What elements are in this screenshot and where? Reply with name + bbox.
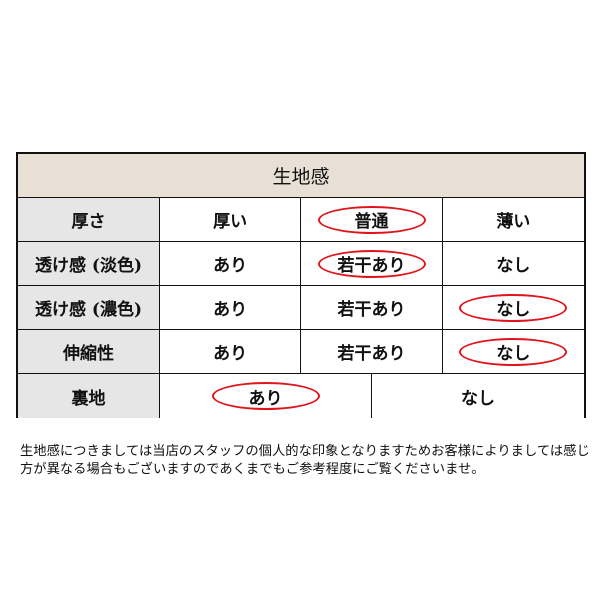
row-label-text: 透け感 (淡色) — [34, 256, 142, 276]
option-cell: あり — [160, 374, 372, 418]
option-cell-text: あり — [248, 388, 283, 409]
row-label-text: 透け感 (濃色) — [34, 300, 142, 320]
option-cell-text: 厚い — [213, 212, 248, 232]
option-cell-text: 若干あり — [337, 344, 406, 364]
option-cell-text: あり — [213, 344, 248, 364]
option-cell: 薄い — [442, 198, 584, 242]
row-label: 透け感 (濃色) — [18, 286, 160, 330]
option-cell-text: なし — [496, 256, 531, 276]
option-cell-text: 薄い — [496, 212, 531, 232]
option-cell: 若干あり — [301, 330, 443, 374]
table-title-text: 生地感 — [272, 166, 330, 188]
row-label: 厚さ — [18, 198, 160, 242]
option-cell-text: あり — [213, 300, 248, 320]
option-cell: なし — [442, 330, 584, 374]
option-cell-text: あり — [213, 256, 248, 276]
row-label: 透け感 (淡色) — [18, 242, 160, 286]
option-cell: なし — [372, 374, 584, 418]
option-cell-text: なし — [461, 388, 495, 409]
row-label: 伸縮性 — [18, 330, 160, 374]
option-cell: なし — [442, 286, 584, 330]
row-label-text: 伸縮性 — [63, 344, 114, 364]
option-cell: あり — [160, 286, 302, 330]
option-cell-text: 若干あり — [337, 256, 406, 276]
option-cell-text: なし — [496, 344, 531, 364]
row-label-text: 厚さ — [71, 212, 106, 232]
option-cell-text: 若干あり — [337, 300, 406, 320]
option-cell-text: なし — [496, 300, 531, 320]
option-cell: 若干あり — [301, 242, 443, 286]
option-cell: 普通 — [301, 198, 443, 242]
option-cell-text: 普通 — [354, 212, 389, 232]
option-cell: 厚い — [160, 198, 302, 242]
fabric-feel-table: 生地感 厚さ 厚い 普通 薄い 透け感 (淡色) あり 若干あり なし 透け感 (濃色) あり 若干… — [16, 152, 586, 418]
option-cell: あり — [160, 242, 302, 286]
row-label-text: 裏地 — [71, 388, 106, 409]
option-cell: あり — [160, 330, 302, 374]
row-label: 裏地 — [18, 374, 160, 418]
table-title: 生地感 — [18, 154, 584, 198]
option-cell: なし — [442, 242, 584, 286]
disclaimer-note: 生地感につきましては当店のスタッフの個人的な印象となりますためお客様によりまして… — [20, 444, 590, 477]
option-cell: 若干あり — [301, 286, 443, 330]
